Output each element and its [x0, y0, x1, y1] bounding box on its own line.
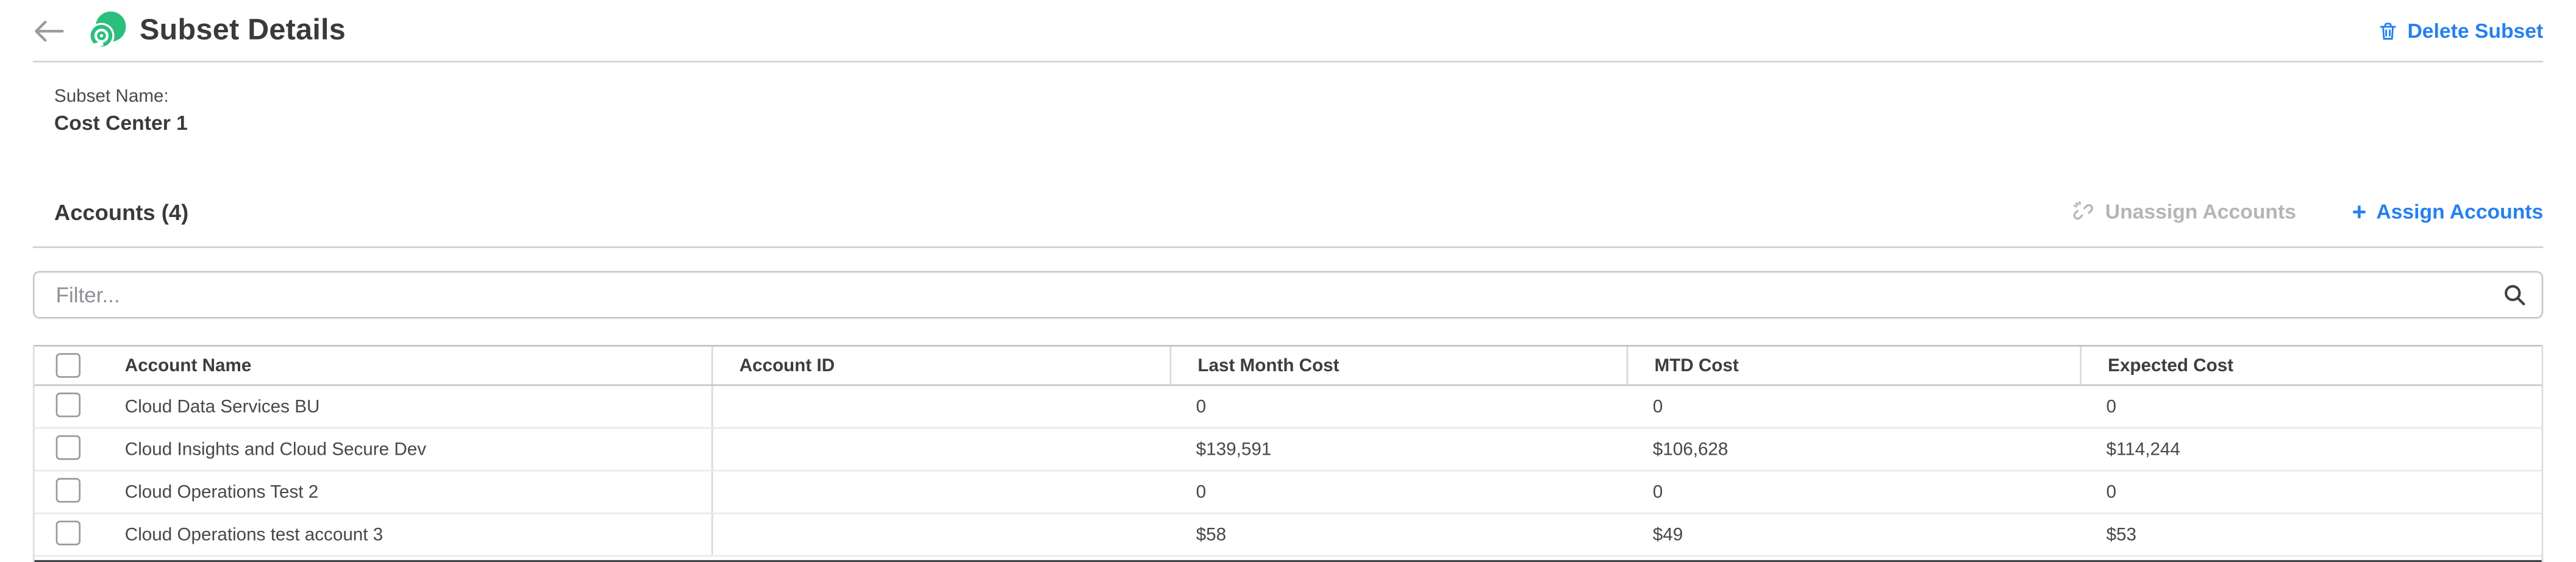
account-name-cell: Cloud Operations Test 2: [124, 482, 319, 503]
assign-accounts-label: Assign Accounts: [2376, 201, 2544, 224]
account-id-cell: [711, 472, 1170, 513]
row-checkbox[interactable]: [55, 435, 81, 460]
header-divider: [32, 60, 2544, 63]
table-row: Cloud Operations Test 2 0 0 0: [34, 472, 2542, 515]
subset-name-label: Subset Name:: [54, 87, 169, 107]
last-month-cost-cell: 0: [1196, 397, 1207, 418]
last-month-cost-cell: 0: [1196, 482, 1207, 503]
unlink-icon: [2074, 202, 2094, 221]
select-all-checkbox[interactable]: [55, 354, 81, 379]
column-header-account-name[interactable]: Account Name: [124, 356, 252, 376]
last-month-cost-cell: $139,591: [1196, 439, 1272, 460]
expected-cost-cell: $53: [2106, 525, 2136, 546]
row-checkbox[interactable]: [55, 392, 81, 418]
account-id-cell: [711, 429, 1170, 471]
totals-divider: [34, 560, 2542, 562]
unassign-accounts-button[interactable]: Unassign Accounts: [2072, 201, 2296, 224]
last-month-cost-cell: $58: [1196, 525, 1227, 546]
trash-icon: [2380, 21, 2397, 39]
assign-accounts-button[interactable]: + Assign Accounts: [2352, 200, 2544, 224]
account-id-cell: [711, 514, 1170, 556]
delete-subset-button[interactable]: Delete Subset: [2378, 19, 2543, 42]
expected-cost-cell: 0: [2106, 397, 2116, 418]
table-row: Cloud Data Services BU 0 0 0: [34, 386, 2542, 430]
mtd-cost-cell: $49: [1652, 525, 1683, 546]
filter-input[interactable]: [32, 271, 2544, 319]
account-name-cell: Cloud Data Services BU: [124, 397, 320, 418]
accounts-table: Account Name Account ID Last Month Cost …: [32, 345, 2544, 562]
spot-logo-icon: [88, 11, 127, 49]
back-button[interactable]: [33, 17, 66, 43]
row-checkbox[interactable]: [55, 520, 81, 546]
table-row: Cloud Insights and Cloud Secure Dev $139…: [34, 429, 2542, 472]
column-header-account-id[interactable]: Account ID: [711, 347, 1170, 385]
subset-name-value: Cost Center 1: [54, 111, 188, 135]
account-id-cell: [711, 386, 1170, 428]
unassign-accounts-label: Unassign Accounts: [2105, 201, 2296, 224]
mtd-cost-cell: 0: [1652, 482, 1663, 503]
delete-subset-label: Delete Subset: [2407, 18, 2544, 42]
row-checkbox[interactable]: [55, 477, 81, 503]
expected-cost-cell: 0: [2106, 482, 2116, 503]
plus-icon: +: [2352, 198, 2367, 227]
column-header-mtd-cost[interactable]: MTD Cost: [1626, 347, 2080, 385]
page-header: Subset Details Delete Subset: [0, 0, 2576, 61]
accounts-heading: Accounts (4): [54, 200, 189, 225]
table-row: Cloud Operations test account 3 $58 $49 …: [34, 514, 2542, 558]
search-button[interactable]: [2502, 283, 2527, 307]
back-arrow-icon: [35, 20, 64, 41]
table-header-row: Account Name Account ID Last Month Cost …: [34, 345, 2542, 387]
subset-name-block: Subset Name: Cost Center 1: [0, 62, 2576, 138]
page-title: Subset Details: [140, 13, 346, 46]
column-header-last-month-cost[interactable]: Last Month Cost: [1169, 347, 1627, 385]
search-icon: [2505, 285, 2525, 306]
account-name-cell: Cloud Insights and Cloud Secure Dev: [124, 439, 427, 460]
column-header-expected-cost[interactable]: Expected Cost: [2080, 347, 2539, 385]
accounts-divider: [32, 247, 2544, 249]
mtd-cost-cell: $106,628: [1652, 439, 1729, 460]
account-name-cell: Cloud Operations test account 3: [124, 525, 384, 546]
filter-bar: [32, 271, 2544, 319]
mtd-cost-cell: 0: [1652, 397, 1663, 418]
accounts-section-header: Accounts (4) Unassign Accounts + Assign …: [0, 193, 2576, 232]
expected-cost-cell: $114,244: [2106, 439, 2180, 460]
